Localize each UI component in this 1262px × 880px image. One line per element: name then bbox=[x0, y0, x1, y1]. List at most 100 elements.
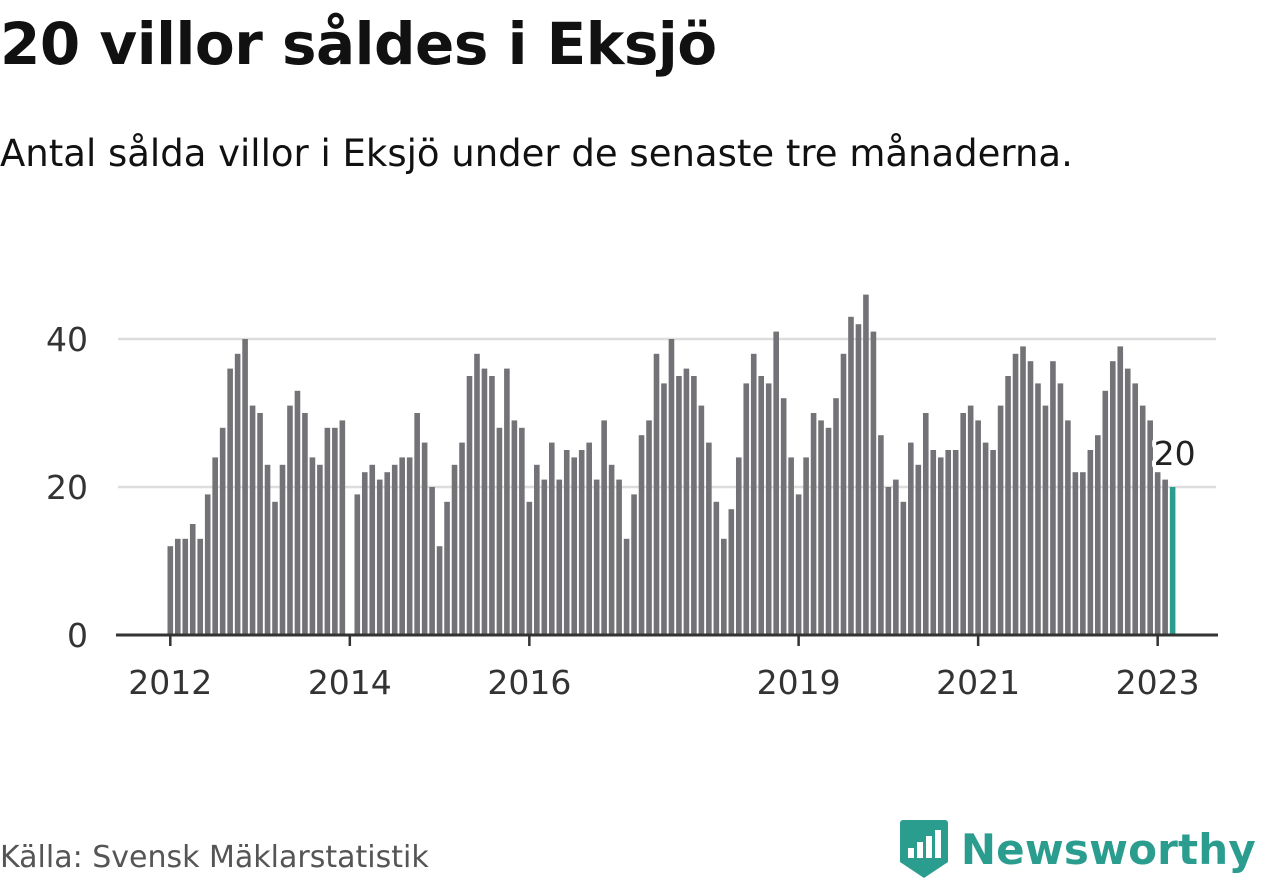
bar bbox=[1102, 390, 1109, 635]
bar bbox=[735, 457, 742, 635]
bar-highlight bbox=[1169, 487, 1176, 635]
bar bbox=[788, 457, 794, 635]
bar bbox=[780, 398, 787, 635]
x-tick-label-2016: 2016 bbox=[487, 663, 571, 702]
bar bbox=[526, 501, 533, 635]
bar bbox=[578, 450, 585, 635]
bar bbox=[1012, 353, 1019, 635]
bar bbox=[818, 420, 824, 635]
source-note: Källa: Svensk Mäklarstatistik bbox=[0, 840, 429, 875]
bar bbox=[1154, 472, 1161, 635]
bar bbox=[406, 457, 413, 635]
bar bbox=[429, 487, 435, 635]
bar bbox=[511, 420, 518, 635]
bar bbox=[586, 442, 592, 635]
bar bbox=[1050, 361, 1056, 635]
bar bbox=[631, 494, 637, 635]
bar bbox=[922, 413, 929, 635]
bar bbox=[481, 368, 488, 635]
bar bbox=[967, 405, 974, 635]
bar bbox=[339, 420, 346, 635]
chart-subtitle: Antal sålda villor i Eksjö under de sena… bbox=[0, 132, 1073, 175]
bar bbox=[960, 413, 966, 635]
bar bbox=[683, 368, 690, 635]
bar bbox=[489, 376, 495, 635]
bar bbox=[616, 479, 622, 635]
bar bbox=[668, 339, 675, 635]
bar bbox=[1139, 405, 1146, 635]
bar bbox=[182, 538, 189, 635]
bar bbox=[197, 538, 204, 635]
highlight-label-halo: 20 bbox=[1154, 434, 1196, 473]
bar bbox=[1095, 435, 1101, 635]
bar bbox=[623, 538, 630, 635]
bar bbox=[504, 368, 510, 635]
bar bbox=[376, 479, 383, 635]
bar bbox=[1124, 368, 1131, 635]
bar bbox=[459, 442, 465, 635]
bar bbox=[189, 524, 196, 635]
newsworthy-logo[interactable]: Newsworthy bbox=[899, 818, 1256, 880]
bar bbox=[309, 457, 316, 635]
bar bbox=[563, 450, 570, 635]
bar bbox=[1035, 383, 1041, 635]
bar bbox=[952, 450, 959, 635]
bar bbox=[332, 427, 338, 635]
y-tick-label-20: 20 bbox=[46, 468, 88, 507]
bar bbox=[571, 457, 578, 635]
bar bbox=[287, 405, 293, 635]
bar bbox=[908, 442, 914, 635]
bar bbox=[833, 398, 839, 635]
bar bbox=[661, 383, 667, 635]
bar bbox=[863, 294, 869, 635]
bar bbox=[204, 494, 211, 635]
bar bbox=[264, 464, 271, 635]
bar bbox=[653, 353, 660, 635]
bar bbox=[399, 457, 405, 635]
bar bbox=[212, 457, 218, 635]
bar bbox=[691, 376, 697, 635]
bar bbox=[1027, 361, 1034, 635]
bar bbox=[279, 464, 286, 635]
y-tick-label-0: 0 bbox=[67, 616, 88, 655]
newsworthy-bars-icon bbox=[899, 820, 948, 878]
bar bbox=[646, 420, 652, 635]
bar bbox=[361, 472, 368, 635]
bar bbox=[706, 442, 712, 635]
bar bbox=[436, 546, 443, 635]
bar bbox=[743, 383, 750, 635]
bar bbox=[848, 316, 854, 635]
bar bbox=[234, 353, 241, 635]
bar bbox=[474, 353, 480, 635]
bar bbox=[721, 538, 727, 635]
bar bbox=[758, 376, 765, 635]
bar bbox=[317, 464, 323, 635]
bar bbox=[167, 546, 174, 635]
bar bbox=[1042, 405, 1049, 635]
bar bbox=[713, 501, 720, 635]
x-tick-label-2021: 2021 bbox=[936, 663, 1020, 702]
y-tick-label-40: 40 bbox=[46, 320, 88, 359]
bar bbox=[1057, 383, 1064, 635]
x-tick-label-2019: 2019 bbox=[757, 663, 841, 702]
bar bbox=[803, 457, 809, 635]
bar bbox=[444, 501, 450, 635]
bar bbox=[556, 479, 563, 635]
bar bbox=[997, 405, 1004, 635]
bar bbox=[773, 331, 779, 635]
x-tick-label-2012: 2012 bbox=[128, 663, 212, 702]
bar bbox=[593, 479, 600, 635]
bar bbox=[249, 405, 256, 635]
bar bbox=[840, 353, 847, 635]
bar bbox=[174, 538, 181, 635]
bar bbox=[421, 442, 428, 635]
bar bbox=[227, 368, 233, 635]
bar bbox=[1065, 420, 1071, 635]
bar bbox=[855, 324, 862, 635]
bar bbox=[294, 390, 301, 635]
bar bbox=[937, 457, 944, 635]
bar bbox=[601, 420, 607, 635]
bar bbox=[945, 450, 952, 635]
bar bbox=[728, 509, 735, 635]
